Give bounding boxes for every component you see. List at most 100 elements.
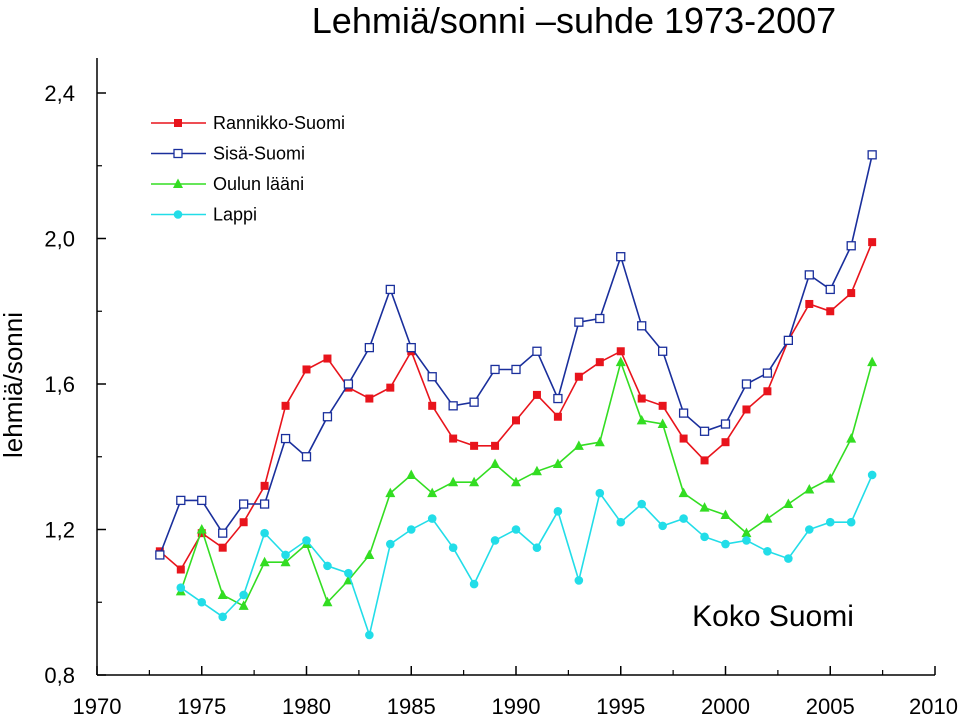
data-point: [511, 476, 521, 487]
legend-marker: [173, 210, 183, 219]
data-point: [323, 561, 332, 571]
legend-item: Sisä-Suomi: [151, 144, 305, 164]
data-point: [260, 481, 269, 490]
data-point: [574, 317, 584, 327]
data-point: [301, 452, 312, 462]
data-point: [846, 433, 857, 443]
data-point: [176, 565, 185, 574]
data-point: [658, 346, 668, 356]
x-tick-label: 1990: [492, 694, 541, 716]
data-point: [428, 401, 437, 410]
data-point: [238, 499, 249, 509]
data-point: [741, 527, 752, 538]
data-point: [218, 543, 227, 552]
x-tick-label: 2005: [806, 694, 855, 716]
series-line: [180, 359, 873, 607]
data-point: [260, 528, 269, 538]
legend-label: Oulun lääni: [213, 174, 304, 194]
data-point: [699, 426, 710, 436]
data-point: [867, 356, 878, 367]
data-point: [805, 525, 814, 534]
data-point: [742, 405, 751, 414]
data-point: [825, 473, 836, 483]
legend-item: Oulun lääni: [151, 174, 304, 194]
data-point: [595, 358, 604, 367]
data-point: [720, 419, 731, 429]
data-point: [762, 368, 773, 378]
data-point: [679, 434, 688, 443]
data-point: [448, 543, 458, 552]
data-point: [469, 397, 479, 407]
data-point: [637, 394, 646, 403]
data-point: [637, 499, 646, 509]
data-point: [804, 483, 815, 494]
data-point: [804, 270, 814, 280]
data-point: [239, 590, 248, 600]
data-point: [825, 284, 835, 295]
data-point: [594, 436, 605, 447]
data-point: [343, 379, 354, 389]
data-point: [615, 356, 626, 367]
data-point: [553, 393, 563, 404]
legend-item: Rannikko-Suomi: [151, 113, 345, 133]
data-point: [573, 440, 584, 450]
data-point: [217, 589, 228, 599]
data-point: [218, 612, 227, 622]
data-point: [784, 554, 793, 563]
data-point: [805, 299, 814, 308]
y-tick-label: 2,4: [44, 81, 75, 106]
series-line: [180, 474, 873, 638]
data-point: [868, 238, 877, 247]
x-tick-label: 1980: [282, 694, 331, 716]
data-point: [512, 416, 520, 425]
y-tick-label: 1,2: [44, 518, 75, 543]
data-point: [469, 476, 480, 487]
data-point: [616, 517, 626, 527]
y-axis-label: lehmiä/sonni: [0, 312, 28, 458]
data-point: [658, 401, 667, 410]
data-point: [302, 536, 311, 545]
data-point: [574, 576, 584, 585]
data-point: [553, 412, 562, 421]
data-point: [595, 488, 605, 498]
x-tick-label: 1975: [177, 694, 226, 716]
data-point: [322, 412, 333, 422]
data-point: [679, 514, 688, 523]
data-point: [448, 476, 459, 487]
data-point: [364, 549, 375, 559]
y-tick-label: 1,6: [44, 372, 75, 397]
data-point: [721, 539, 730, 549]
data-point: [532, 390, 541, 399]
x-ticks: 1970 1975 1980 1985 1990 1995 2000 2005 2010: [73, 666, 958, 716]
data-point: [847, 289, 856, 298]
data-point: [469, 579, 479, 589]
data-point: [678, 487, 689, 498]
data-point: [720, 509, 731, 519]
data-point: [552, 458, 563, 469]
legend-item: Lappi: [151, 205, 257, 225]
data-point: [280, 556, 291, 567]
x-tick-label: 1995: [596, 694, 645, 716]
x-tick-label: 2010: [909, 694, 958, 716]
data-point: [637, 321, 647, 331]
data-point: [302, 365, 311, 374]
legend-marker: [174, 119, 182, 127]
data-point: [239, 518, 248, 527]
data-point: [364, 342, 375, 353]
chart-title: Lehmiä/sonni –suhde 1973-2007: [312, 0, 836, 41]
data-point: [427, 487, 438, 498]
series-oulun-l-ni: [175, 356, 878, 610]
data-point: [783, 335, 793, 346]
data-point: [406, 342, 416, 353]
data-point: [470, 441, 479, 450]
data-point: [742, 536, 751, 545]
data-point: [365, 394, 374, 403]
series-layer: [155, 150, 878, 640]
data-point: [323, 354, 332, 363]
data-point: [574, 372, 583, 381]
data-point: [196, 524, 207, 534]
data-point: [406, 469, 417, 479]
data-point: [553, 507, 563, 516]
data-point: [386, 383, 395, 392]
data-point: [595, 313, 605, 324]
